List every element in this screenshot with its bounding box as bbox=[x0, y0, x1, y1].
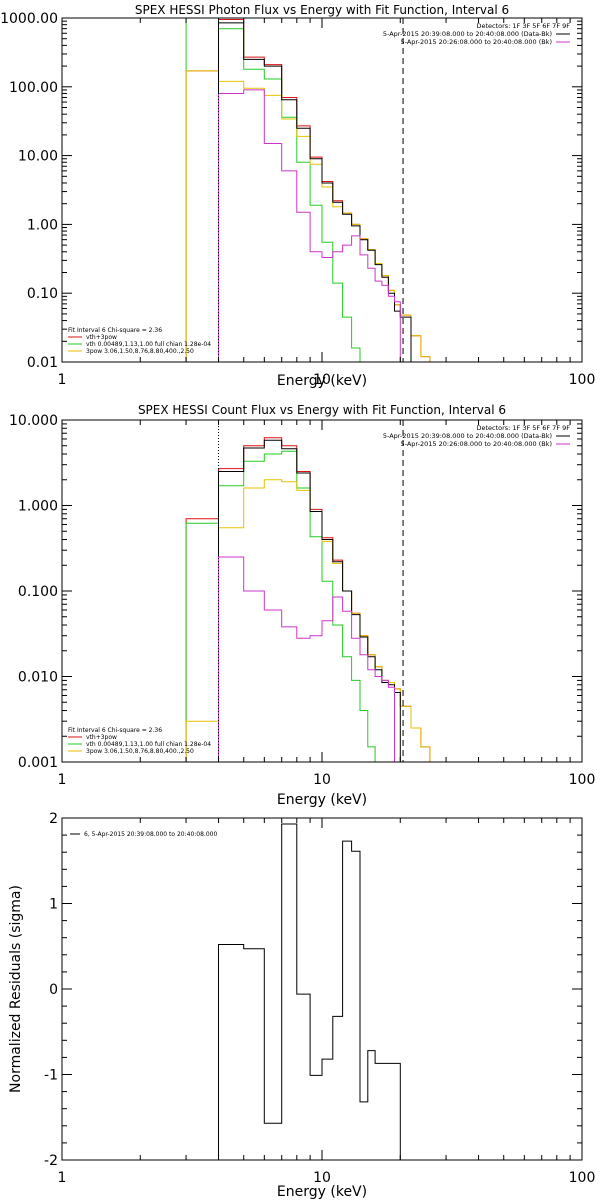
legend-top-right: Detectors: 1F 3F 5F 6F 7F 9F5-Apr-2015 2… bbox=[383, 22, 570, 46]
x-axis-label: Energy (keV) bbox=[277, 1184, 367, 1200]
legend-entry-text: vth+3pow bbox=[86, 334, 117, 341]
x-tick-label: 1 bbox=[58, 372, 67, 388]
x-tick-label: 10 bbox=[313, 1170, 331, 1186]
legend-entry-text: 5-Apr-2015 20:26:08.000 to 20:40:08.000 … bbox=[401, 440, 552, 448]
y-tick-label: 2 bbox=[49, 811, 58, 827]
legend-bottom-left: Fit Interval 6 Chi-square = 2.36vth+3pow… bbox=[68, 327, 211, 355]
series-line-1 bbox=[218, 823, 401, 1160]
series-line-5 bbox=[218, 89, 401, 362]
y-axis-label: Normalized Residuals (sigma) bbox=[8, 885, 24, 1093]
series-line-4 bbox=[218, 439, 401, 762]
series-line-5 bbox=[218, 556, 395, 762]
x-tick-label: 10 bbox=[313, 772, 331, 788]
x-tick-label: 100 bbox=[569, 1170, 596, 1186]
y-tick-label: 1.000 bbox=[18, 499, 58, 515]
x-tick-label: 1 bbox=[58, 1170, 67, 1186]
y-tick-label: 10.00 bbox=[18, 149, 58, 165]
y-tick-label: 100.00 bbox=[9, 80, 58, 96]
chart-panel-1: SPEX HESSI Photon Flux vs Energy with Fi… bbox=[0, 3, 596, 389]
y-tick-label: 0.100 bbox=[18, 584, 58, 600]
x-axis-label: Energy (keV) bbox=[277, 373, 367, 389]
y-tick-label: 10.000 bbox=[9, 413, 58, 429]
y-tick-label: 0.01 bbox=[27, 355, 58, 371]
series-line-2 bbox=[185, 450, 376, 762]
x-axis-label: Energy (keV) bbox=[277, 792, 367, 808]
x-tick-label: 100 bbox=[569, 772, 596, 788]
legend-entry-text: 5-Apr-2015 20:39:08.000 to 20:40:08.000 … bbox=[383, 30, 552, 38]
y-tick-label: -2 bbox=[44, 1153, 58, 1169]
series-line-3 bbox=[185, 70, 431, 362]
series-line-2 bbox=[185, 18, 361, 362]
series-line-1 bbox=[185, 19, 431, 362]
legend-entry-text: Detectors: 1F 3F 5F 6F 7F 9F bbox=[476, 22, 570, 30]
y-tick-label: 1 bbox=[49, 897, 58, 913]
legend-entry-text: vth 0.00489,1.13,1.00 full chian 1.28e-0… bbox=[86, 741, 211, 748]
y-tick-label: 0.001 bbox=[18, 755, 58, 771]
y-tick-label: 0.10 bbox=[27, 286, 58, 302]
legend-entry-text: vth 0.00489,1.13,1.00 full chian 1.28e-0… bbox=[86, 341, 211, 348]
series-line-3 bbox=[185, 479, 439, 762]
x-tick-label: 1 bbox=[58, 772, 67, 788]
chart-title: SPEX HESSI Photon Flux vs Energy with Fi… bbox=[135, 3, 509, 17]
plot-frame bbox=[61, 817, 583, 1161]
legend-entry-text: 5-Apr-2015 20:39:08.000 to 20:40:08.000 … bbox=[383, 432, 552, 440]
chart-title: SPEX HESSI Count Flux vs Energy with Fit… bbox=[138, 403, 506, 417]
series-group bbox=[185, 18, 431, 362]
y-tick-label: -1 bbox=[44, 1068, 58, 1084]
y-tick-label: 0 bbox=[49, 982, 58, 998]
series-group bbox=[185, 437, 439, 762]
chart-panel-3: 1 10 100 -2 -1 0 1 2 Energy (keV) Normalized Resi… bbox=[8, 811, 595, 1200]
legend-entry-text: Detectors: 1F 3F 5F 6F 7F 9F bbox=[476, 424, 570, 432]
legend-top-left: 6, 5-Apr-2015 20:39:08.000 to 20:40:08.0… bbox=[70, 831, 217, 838]
legend-entry-text: 5-Apr-2015 20:26:08.000 to 20:40:08.000 … bbox=[401, 38, 552, 46]
y-tick-label: 1000.00 bbox=[0, 11, 58, 27]
x-tick-label: 10 bbox=[313, 372, 331, 388]
x-tick-label: 100 bbox=[569, 372, 596, 388]
y-tick-label: 0.010 bbox=[18, 670, 58, 686]
y-tick-label: 1.00 bbox=[27, 217, 58, 233]
series-group bbox=[218, 823, 401, 1160]
legend-entry-text: Fit Interval 6 Chi-square = 2.36 bbox=[68, 327, 162, 334]
legend-entry-text: 3pow 3.06,1.50,8.76,8.80,400.,2.50 bbox=[86, 348, 194, 355]
legend-entry-text: vth+3pow bbox=[86, 734, 117, 741]
plot-frame bbox=[61, 419, 583, 763]
legend-entry-text: Fit Interval 6 Chi-square = 2.36 bbox=[68, 727, 162, 734]
legend-entry-text: 3pow 3.06,1.50,8.76,8.80,400.,2.50 bbox=[86, 748, 194, 755]
legend-top-right: Detectors: 1F 3F 5F 6F 7F 9F5-Apr-2015 2… bbox=[383, 424, 570, 448]
legend-entry-text: 6, 5-Apr-2015 20:39:08.000 to 20:40:08.0… bbox=[84, 831, 217, 838]
series-line-4 bbox=[218, 22, 412, 362]
chart-panel-2: SPEX HESSI Count Flux vs Energy with Fit… bbox=[9, 403, 595, 808]
plot-frame bbox=[61, 17, 583, 363]
legend-bottom-left: Fit Interval 6 Chi-square = 2.36vth+3pow… bbox=[68, 727, 211, 755]
